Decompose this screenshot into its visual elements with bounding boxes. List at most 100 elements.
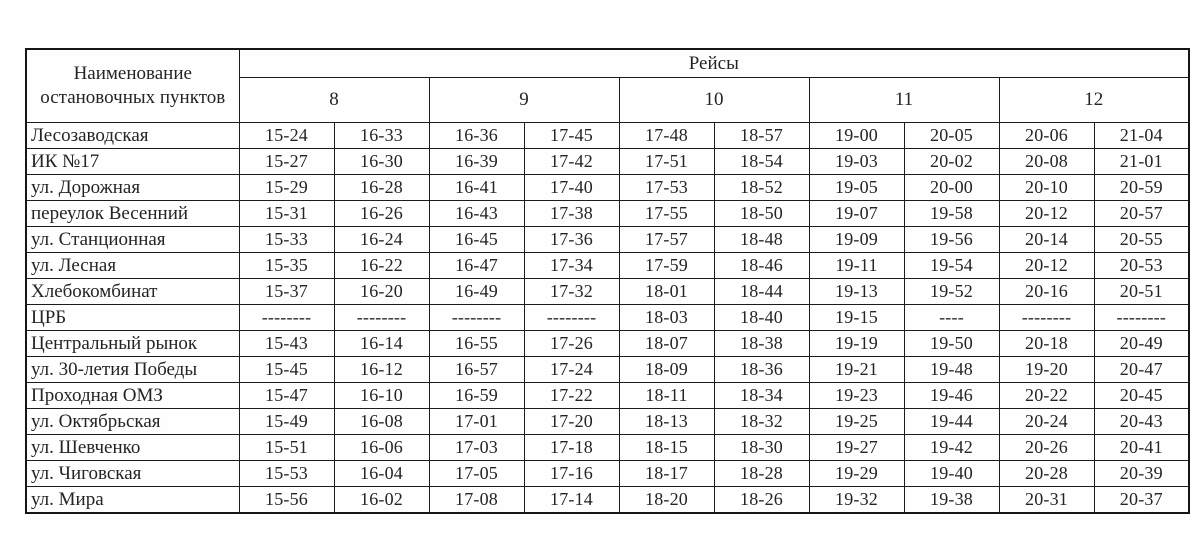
time-cell: --------: [428, 304, 525, 331]
time-cell: 16-59: [428, 382, 525, 409]
stop-name: Центральный рынок: [25, 330, 240, 357]
trip-number-9: 9: [428, 77, 620, 123]
time-cell: 18-50: [713, 200, 810, 227]
time-cell: 18-03: [618, 304, 715, 331]
time-cell: 16-39: [428, 148, 525, 175]
time-cell: 20-12: [998, 200, 1095, 227]
time-cell: --------: [333, 304, 430, 331]
time-cell: --------: [1093, 304, 1190, 331]
time-cell: 18-57: [713, 122, 810, 149]
time-cell: 16-47: [428, 252, 525, 279]
time-cell: 15-24: [238, 122, 335, 149]
time-cell: 16-14: [333, 330, 430, 357]
time-cell: 19-19: [808, 330, 905, 357]
time-cell: 19-48: [903, 356, 1000, 383]
time-cell: 15-35: [238, 252, 335, 279]
time-cell: 17-53: [618, 174, 715, 201]
time-cell: --------: [238, 304, 335, 331]
time-cell: 20-05: [903, 122, 1000, 149]
time-cell: 20-00: [903, 174, 1000, 201]
time-cell: 19-46: [903, 382, 1000, 409]
time-cell: 17-03: [428, 434, 525, 461]
stop-name: переулок Весенний: [25, 200, 240, 227]
time-cell: 17-40: [523, 174, 620, 201]
time-cell: 20-08: [998, 148, 1095, 175]
time-cell: 20-18: [998, 330, 1095, 357]
time-cell: 18-13: [618, 408, 715, 435]
time-cell: 18-48: [713, 226, 810, 253]
time-cell: 19-05: [808, 174, 905, 201]
time-cell: 18-28: [713, 460, 810, 487]
time-cell: 20-02: [903, 148, 1000, 175]
table-row: Центральный рынок 15-43 16-14 16-55 17-26 18-…: [25, 330, 1190, 357]
time-cell: 16-08: [333, 408, 430, 435]
time-cell: 16-33: [333, 122, 430, 149]
table-row: переулок Весенний 15-31 16-26 16-43 17-38 17-…: [25, 200, 1190, 227]
time-cell: 19-20: [998, 356, 1095, 383]
time-cell: 20-26: [998, 434, 1095, 461]
time-cell: 18-30: [713, 434, 810, 461]
stop-name: ИК №17: [25, 148, 240, 175]
table-row: ул. 30-летия Победы 15-45 16-12 16-57 17-24 1…: [25, 356, 1190, 383]
time-cell: 16-45: [428, 226, 525, 253]
table-row: ул. Станционная 15-33 16-24 16-45 17-36 17-57…: [25, 226, 1190, 253]
stop-name: Лесозаводская: [25, 122, 240, 149]
stop-name: ул. Чиговская: [25, 460, 240, 487]
time-cell: 18-34: [713, 382, 810, 409]
stops-column-header: Наименование остановочных пунктов: [25, 48, 240, 123]
time-cell: 15-53: [238, 460, 335, 487]
time-cell: 19-52: [903, 278, 1000, 305]
table-row: ЦРБ -------- -------- -------- -------- 18-03…: [25, 304, 1190, 331]
time-cell: 16-06: [333, 434, 430, 461]
time-cell: 17-22: [523, 382, 620, 409]
time-cell: 16-10: [333, 382, 430, 409]
time-cell: 17-08: [428, 486, 525, 514]
time-cell: 19-21: [808, 356, 905, 383]
table-row: ул. Октябрьская 15-49 16-08 17-01 17-20 18-13…: [25, 408, 1190, 435]
time-cell: 17-14: [523, 486, 620, 514]
time-cell: 17-51: [618, 148, 715, 175]
time-cell: 19-56: [903, 226, 1000, 253]
time-cell: 16-55: [428, 330, 525, 357]
stop-name: ул. Станционная: [25, 226, 240, 253]
bus-timetable: Наименование остановочных пунктов Рейсы …: [25, 48, 1191, 514]
time-cell: 17-48: [618, 122, 715, 149]
time-cell: 17-55: [618, 200, 715, 227]
time-cell: 19-54: [903, 252, 1000, 279]
time-cell: 16-49: [428, 278, 525, 305]
time-cell: 15-56: [238, 486, 335, 514]
trip-numbers-row: 8 9 10 11 12: [26, 77, 1190, 123]
stop-name: Проходная ОМЗ: [25, 382, 240, 409]
table-row: ИК №17 15-27 16-30 16-39 17-42 17-51 18-54 19-0…: [25, 148, 1190, 175]
stop-name: ул. 30-летия Победы: [25, 356, 240, 383]
time-cell: 19-44: [903, 408, 1000, 435]
time-cell: 18-38: [713, 330, 810, 357]
time-cell: 17-38: [523, 200, 620, 227]
time-cell: 19-13: [808, 278, 905, 305]
time-cell: 16-57: [428, 356, 525, 383]
time-cell: 19-00: [808, 122, 905, 149]
time-cell: 18-15: [618, 434, 715, 461]
time-cell: 17-18: [523, 434, 620, 461]
time-cell: 18-54: [713, 148, 810, 175]
time-cell: --------: [998, 304, 1095, 331]
stop-name: ул. Лесная: [25, 252, 240, 279]
time-cell: 19-23: [808, 382, 905, 409]
time-cell: 19-50: [903, 330, 1000, 357]
time-cell: 17-20: [523, 408, 620, 435]
time-cell: 16-41: [428, 174, 525, 201]
time-cell: 18-09: [618, 356, 715, 383]
time-cell: 20-53: [1093, 252, 1190, 279]
table-row: Проходная ОМЗ 15-47 16-10 16-59 17-22 18-11 18…: [25, 382, 1190, 409]
time-cell: 15-31: [238, 200, 335, 227]
time-cell: 17-42: [523, 148, 620, 175]
time-cell: 15-49: [238, 408, 335, 435]
stop-name: ул. Шевченко: [25, 434, 240, 461]
time-cell: 18-32: [713, 408, 810, 435]
time-cell: 15-37: [238, 278, 335, 305]
time-cell: ----: [903, 304, 1000, 331]
time-cell: 18-52: [713, 174, 810, 201]
time-cell: 15-33: [238, 226, 335, 253]
time-cell: 20-43: [1093, 408, 1190, 435]
